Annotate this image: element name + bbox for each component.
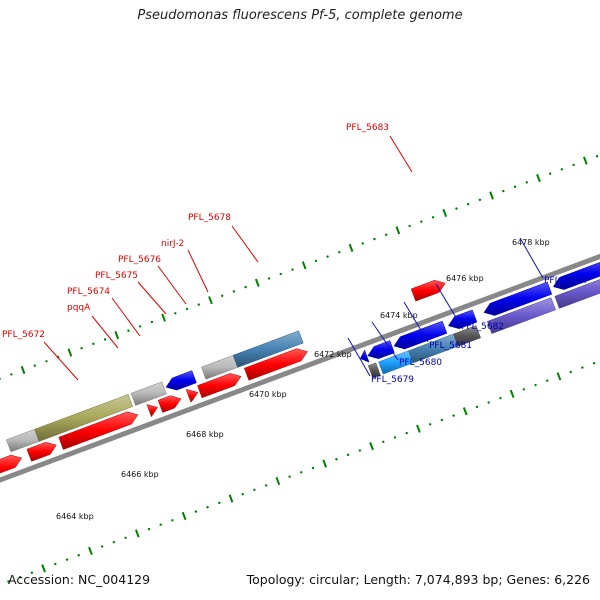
forward-gene-arrow[interactable]: [157, 395, 182, 413]
reverse-gene-arrow[interactable]: [448, 309, 478, 329]
tick-label: 6468 kbp: [186, 430, 224, 439]
feature-box[interactable]: [232, 330, 304, 368]
gene-leader-line: [137, 281, 167, 315]
feature-box[interactable]: [367, 362, 381, 379]
reverse-gene-arrow[interactable]: [359, 349, 370, 363]
reverse-gene-arrow[interactable]: [165, 370, 197, 391]
tick-label: 6470 kbp: [249, 390, 287, 399]
gene-leader-line: [231, 225, 259, 263]
forward-gene-arrow[interactable]: [185, 389, 199, 403]
tick-label: 6472 kbp: [314, 350, 352, 359]
reverse-gene-label[interactable]: PFL_5680: [399, 358, 442, 368]
gene-leader-line: [519, 237, 544, 279]
map-title: Pseudomonas fluorescens Pf-5, complete g…: [137, 8, 463, 23]
accession-text: Accession: NC_004129: [8, 572, 151, 587]
forward-gene-label[interactable]: PFL_5676: [118, 255, 161, 265]
forward-gene-arrow[interactable]: [243, 348, 308, 381]
forward-gene-label[interactable]: PFL_5674: [67, 287, 110, 297]
forward-gene-label[interactable]: pqqA: [67, 303, 91, 313]
reverse-gene-label[interactable]: PFL_5682: [461, 322, 504, 332]
reverse-gene-arrow[interactable]: [393, 320, 448, 350]
reverse-gene-label[interactable]: PFL_5681: [429, 341, 472, 351]
reverse-gene-label[interactable]: PFL_5679: [371, 375, 414, 385]
forward-gene-arrow[interactable]: [197, 373, 242, 399]
feature-box[interactable]: [554, 273, 600, 309]
forward-gene-label[interactable]: nirJ-2: [161, 239, 184, 249]
reverse-gene-label[interactable]: PFL_5684: [544, 276, 587, 286]
reverse-gene-arrow[interactable]: [552, 258, 600, 290]
gene-leader-line: [371, 321, 399, 361]
gene-leader-line: [187, 249, 209, 293]
gene-leader-line: [347, 337, 371, 377]
genome-summary: Topology: circular; Length: 7,074,893 bp…: [246, 572, 590, 587]
gene-leader-line: [389, 135, 413, 173]
gene-leader-line: [157, 265, 187, 305]
gene-leader-line: [43, 341, 79, 381]
genome-backbone: [0, 253, 600, 483]
forward-gene-arrow[interactable]: [58, 411, 139, 450]
tick-label: 6478 kbp: [512, 238, 550, 247]
reverse-gene-arrow[interactable]: [483, 281, 553, 316]
feature-box[interactable]: [486, 297, 556, 334]
forward-gene-arrow[interactable]: [26, 441, 57, 462]
gene-leader-line: [403, 301, 429, 343]
tick-label: 6474 kbp: [380, 311, 418, 320]
gene-leader-line: [91, 315, 119, 349]
tick-label: 6476 kbp: [446, 274, 484, 283]
forward-gene-label[interactable]: PFL_5672: [2, 330, 45, 340]
tick-label: 6464 kbp: [56, 512, 94, 521]
gene-leader-line: [435, 283, 461, 325]
forward-gene-label[interactable]: PFL_5675: [95, 271, 138, 281]
forward-gene-label[interactable]: PFL_5678: [188, 213, 231, 223]
feature-box[interactable]: [453, 325, 481, 347]
feature-box[interactable]: [130, 381, 167, 406]
forward-gene-label[interactable]: PFL_5683: [346, 123, 389, 133]
feature-box[interactable]: [34, 394, 134, 442]
gene-leader-line: [111, 297, 141, 337]
forward-gene-arrow[interactable]: [146, 404, 159, 418]
forward-gene-arrow[interactable]: [0, 454, 23, 481]
tick-label: 6466 kbp: [121, 470, 159, 479]
ruler-dots: [0, 155, 599, 583]
